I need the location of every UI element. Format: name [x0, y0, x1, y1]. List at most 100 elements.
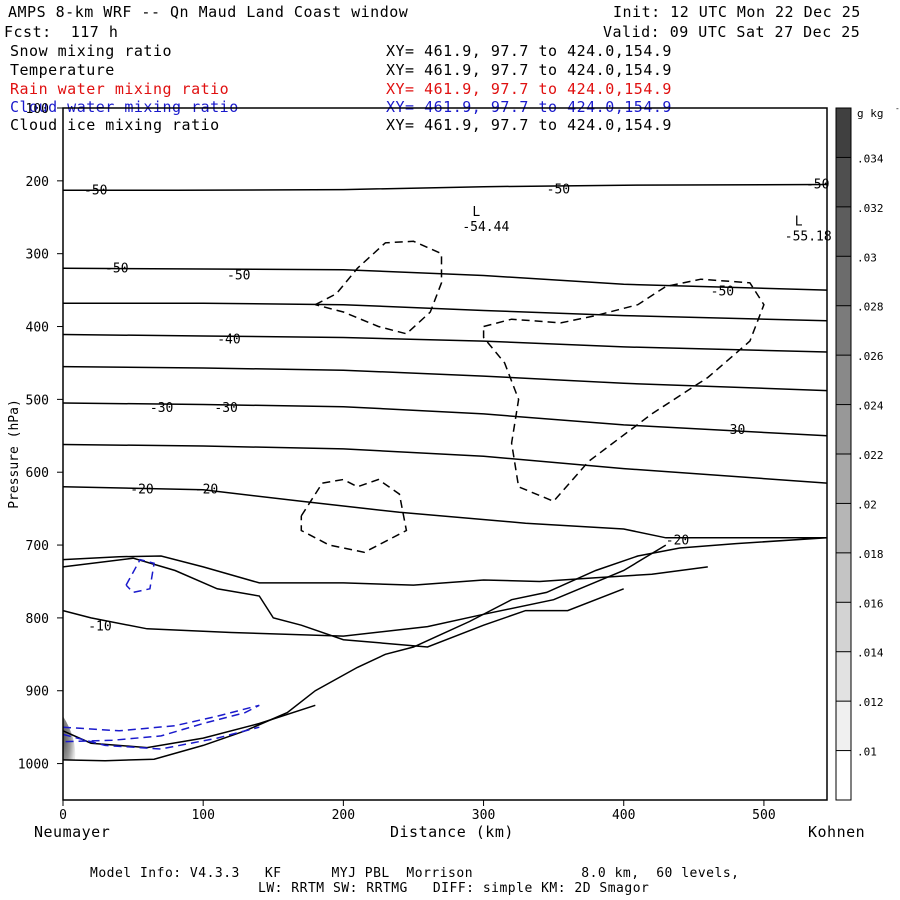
- colorbar-segment: [836, 552, 851, 603]
- field-xy-cloud-water: XY= 461.9, 97.7 to 424.0,154.9: [386, 98, 672, 116]
- colorbar-tick-label: .03: [857, 251, 877, 264]
- colorbar-segment: [836, 305, 851, 356]
- temperature-contour: [62, 704, 316, 749]
- colorbar-unit-exponent: -1: [895, 104, 900, 113]
- x-tick-label: 0: [59, 808, 67, 823]
- cloud-ice-contour: [314, 240, 443, 335]
- temperature-contour: [62, 443, 828, 484]
- contour-label: -30: [722, 423, 745, 438]
- temperature-contour: [63, 302, 828, 322]
- cloud-ice-contour: [482, 278, 765, 503]
- colorbar-segment: [836, 355, 851, 405]
- y-tick-label: 300: [26, 248, 49, 263]
- colorbar-segment: [836, 602, 851, 652]
- field-name-rain: Rain water mixing ratio: [10, 80, 230, 98]
- colorbar-segment: [836, 454, 851, 504]
- temperature-contour: [62, 267, 828, 291]
- field-name-snow: Snow mixing ratio: [10, 42, 173, 60]
- contour-label: -50: [227, 269, 250, 284]
- colorbar-tick-label: .024: [857, 400, 884, 413]
- field-xy-temperature: XY= 461.9, 97.7 to 424.0,154.9: [386, 61, 672, 79]
- y-tick-label: 500: [26, 393, 49, 408]
- contour-label: -20: [195, 483, 218, 498]
- x-tick-label: 300: [472, 808, 495, 823]
- temperature-contour: [62, 333, 828, 353]
- cloud-water-contour: [62, 704, 260, 743]
- valid-time: Valid: 09 UTC Sat 27 Dec 25: [603, 23, 861, 41]
- y-tick-label: 700: [26, 539, 49, 554]
- contour-label: -50: [711, 285, 734, 300]
- temperature-contour: [63, 183, 828, 192]
- y-tick-label: 200: [26, 175, 49, 190]
- colorbar-tick-label: .01: [857, 746, 877, 759]
- contour-label: -50: [105, 261, 128, 276]
- x-tick-label: 400: [612, 808, 635, 823]
- cloud-water-contour: [125, 558, 155, 594]
- colorbar-segment: [836, 750, 851, 800]
- snow-mixing-shading: [63, 716, 76, 760]
- field-name-temperature: Temperature: [10, 61, 115, 79]
- y-tick-label: 100: [26, 102, 49, 117]
- y-axis-title: Pressure (hPa): [7, 399, 22, 509]
- colorbar-tick-label: .022: [857, 449, 884, 462]
- x-start-label: Neumayer: [34, 823, 111, 841]
- temperature-contour: [62, 557, 624, 648]
- colorbar-segment: [836, 256, 851, 306]
- cloud-ice-contour: [300, 478, 408, 554]
- colorbar-tick-label: .018: [857, 548, 884, 561]
- colorbar-tick-label: .028: [857, 301, 884, 314]
- colorbar-unit: g kg: [857, 107, 884, 120]
- model-info-line2: LW: RRTM SW: RRTMG DIFF: simple KM: 2D S…: [258, 881, 650, 896]
- colorbar-tick-label: .02: [857, 498, 877, 511]
- colorbar-segment: [836, 404, 851, 454]
- temperature-contour: [62, 486, 827, 539]
- low-pressure-value: -55.18: [785, 229, 832, 244]
- field-xy-cloud-ice: XY= 461.9, 97.7 to 424.0,154.9: [386, 116, 672, 134]
- contour-label: -20: [666, 534, 689, 549]
- contour-label: -20: [130, 483, 153, 498]
- colorbar-tick-label: .014: [857, 647, 884, 660]
- colorbar-segment: [836, 157, 851, 207]
- contour-label: -10: [88, 620, 111, 635]
- temperature-contour: [62, 402, 828, 437]
- y-tick-label: 1000: [18, 758, 49, 773]
- temperature-contour: [62, 365, 828, 392]
- x-tick-label: 100: [191, 808, 214, 823]
- init-time: Init: 12 UTC Mon 22 Dec 25: [613, 3, 861, 21]
- field-name-cloud-ice: Cloud ice mixing ratio: [10, 116, 220, 134]
- x-tick-label: 500: [752, 808, 775, 823]
- contour-label: -50: [806, 177, 829, 192]
- x-axis-title: Distance (km): [390, 823, 514, 841]
- cloud-water-contour: [62, 726, 260, 750]
- forecast-hour: Fcst: 117 h: [4, 23, 119, 41]
- model-info-line1: Model Info: V4.3.3 KF MYJ PBL Morrison 8…: [90, 866, 740, 881]
- low-pressure-symbol: L: [472, 205, 480, 220]
- field-xy-rain: XY= 461.9, 97.7 to 424.0,154.9: [386, 80, 672, 98]
- temperature-contour: [62, 544, 667, 637]
- plot-frame: [62, 107, 828, 801]
- temperature-contour: [62, 555, 708, 586]
- low-pressure-symbol: L: [795, 214, 803, 229]
- chart-title: AMPS 8-km WRF -- Qn Maud Land Coast wind…: [8, 3, 409, 21]
- y-tick-label: 600: [26, 466, 49, 481]
- contour-label: -30: [214, 401, 237, 416]
- contour-label: -40: [217, 333, 240, 348]
- x-end-label: Kohnen: [808, 823, 866, 841]
- surface-terrain-line: [62, 537, 828, 762]
- contour-label: -50: [84, 183, 107, 198]
- y-tick-label: 400: [26, 321, 49, 336]
- field-name-cloud-water: Cloud water mixing ratio: [10, 98, 239, 116]
- colorbar-segment: [836, 503, 851, 553]
- colorbar-tick-label: .034: [857, 152, 884, 165]
- y-tick-label: 900: [26, 685, 49, 700]
- colorbar-segment: [836, 206, 851, 257]
- colorbar-tick-label: .016: [857, 597, 884, 610]
- low-pressure-value: -54.44: [462, 220, 509, 235]
- x-tick-label: 200: [332, 808, 355, 823]
- contour-label: -50: [547, 183, 570, 198]
- colorbar-tick-label: .012: [857, 696, 884, 709]
- colorbar-segment: [836, 651, 851, 702]
- field-xy-snow: XY= 461.9, 97.7 to 424.0,154.9: [386, 42, 672, 60]
- contour-label: -30: [150, 401, 173, 416]
